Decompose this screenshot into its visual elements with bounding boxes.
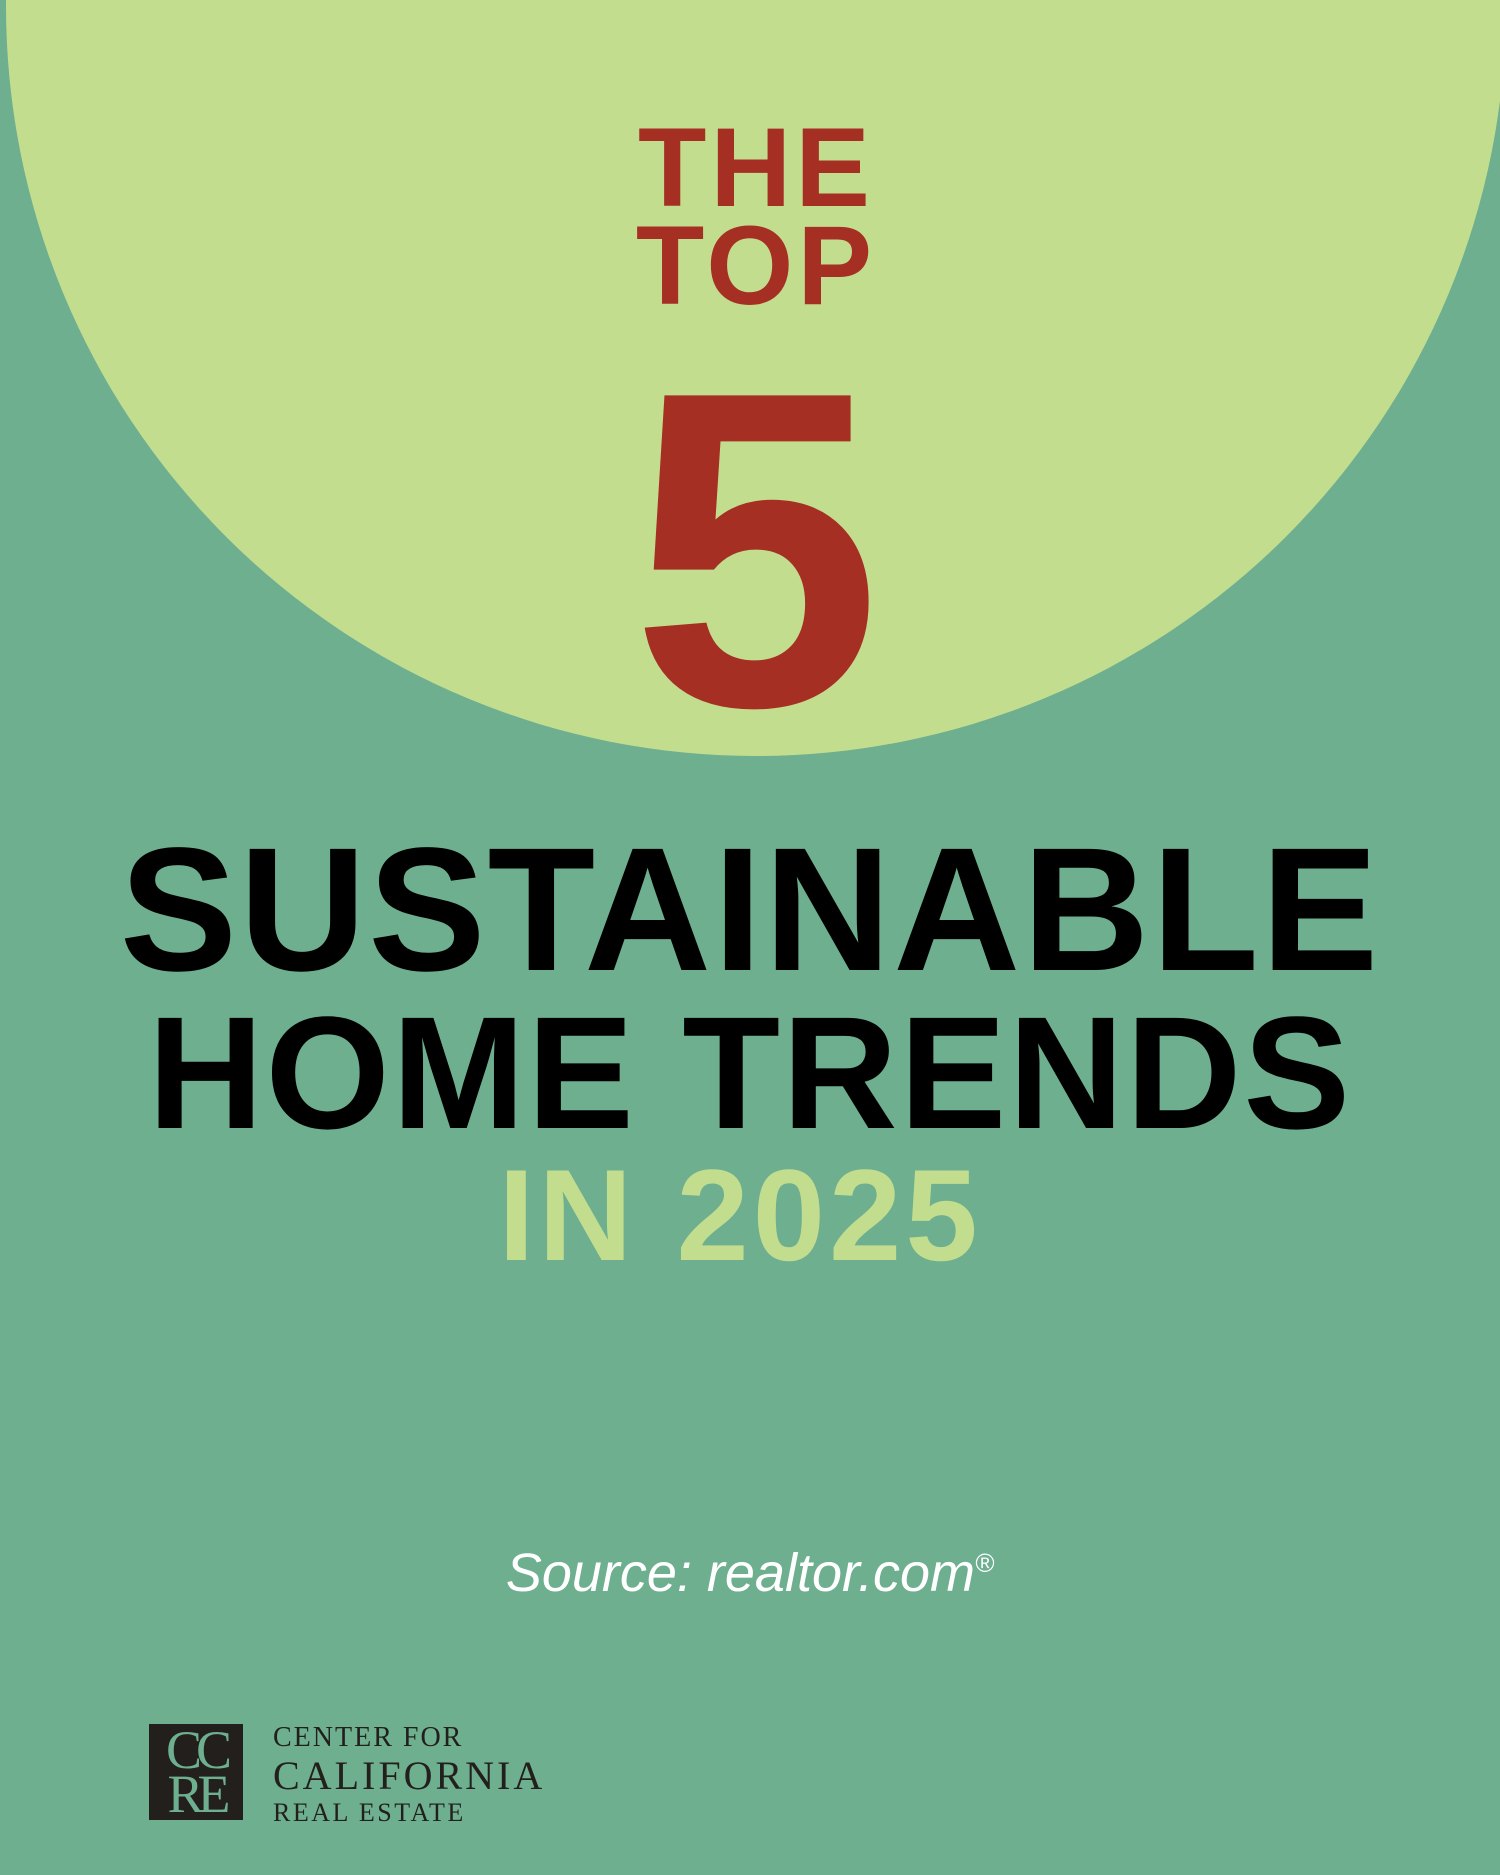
- headline-the: THE: [638, 105, 874, 230]
- source-credit: Source: realtor.com®: [0, 1546, 1500, 1600]
- ccre-logo-text: CENTER FOR CALIFORNIA REAL ESTATE: [273, 1724, 545, 1826]
- headline-line1: SUSTAINABLE: [119, 812, 1381, 1008]
- headline-line3: IN 2025: [498, 1142, 982, 1288]
- logo-line1: CENTER FOR: [273, 1722, 464, 1753]
- ccre-logo-monogram: CC RE: [149, 1720, 243, 1824]
- monogram-bottom: RE: [167, 1764, 230, 1824]
- headline-line2: HOME TRENDS: [147, 983, 1353, 1162]
- logo-line2: CALIFORNIA: [273, 1753, 546, 1798]
- registered-mark: ®: [975, 1548, 995, 1578]
- headline-top: TOP: [635, 203, 877, 328]
- logo-line3: REAL ESTATE: [273, 1798, 466, 1827]
- source-text: Source: realtor.com: [505, 1543, 975, 1603]
- headline-number: 5: [630, 299, 882, 801]
- monogram-top: CC: [165, 1720, 232, 1780]
